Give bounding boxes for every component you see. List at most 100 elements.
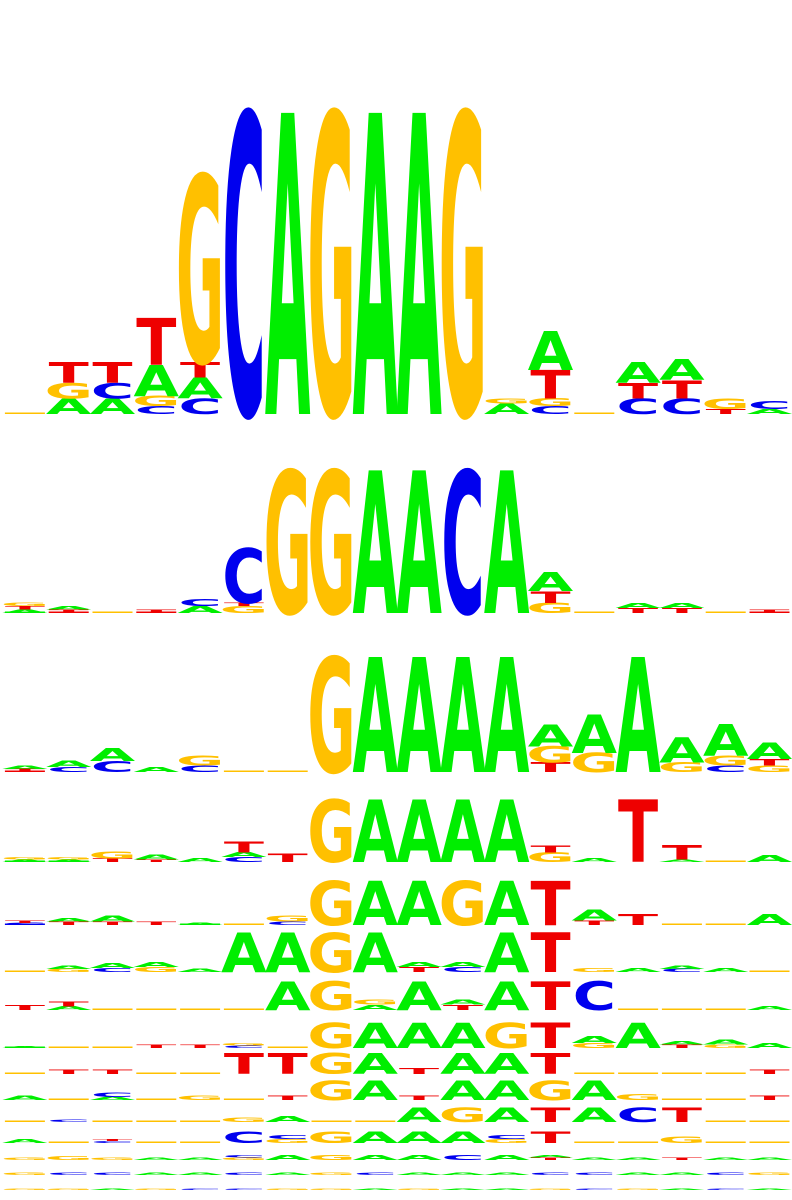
logo-letter-G: G — [1, 1157, 49, 1161]
logo-letter-T: T — [530, 1157, 571, 1161]
column-baseline — [4, 611, 45, 613]
logo-letter-A: A — [265, 974, 311, 1020]
logo-letter-A: A — [572, 907, 619, 925]
column-baseline — [574, 611, 615, 613]
column-baseline — [705, 860, 746, 862]
logo-letter-A: A — [440, 1047, 486, 1081]
column-baseline — [749, 1141, 790, 1143]
column-baseline — [355, 1120, 396, 1122]
logo-letter-C: C — [529, 1172, 572, 1176]
logo-letter-G: G — [45, 379, 93, 404]
logo-letter-A: A — [353, 870, 399, 940]
logo-letter-G: G — [307, 1075, 355, 1106]
logo-letter-C: C — [617, 1104, 660, 1126]
logo-letter-G: G — [658, 1135, 706, 1145]
logo-letter-G: G — [439, 1104, 487, 1126]
logo-letter-A: A — [2, 1046, 48, 1049]
logo-letter-C: C — [485, 1134, 528, 1140]
column-baseline — [136, 1072, 177, 1074]
column-baseline — [180, 1141, 221, 1143]
logo-letter-A: A — [265, 1115, 311, 1124]
logo-letter-T: T — [224, 1047, 265, 1081]
logo-letter-C: C — [573, 1172, 616, 1176]
column-baseline — [749, 970, 790, 972]
logo-letter-G: G — [614, 1092, 662, 1102]
logo-letter-C: C — [748, 399, 791, 411]
column-baseline — [661, 923, 702, 925]
logo-letter-C: C — [704, 1188, 747, 1190]
logo-letter-A: A — [177, 857, 224, 863]
logo-letter-A: A — [440, 1172, 487, 1176]
logo-row-14: GC C AA C AGC AAA C C AA CG — [1, 1172, 792, 1176]
logo-letter-A: A — [440, 1128, 486, 1147]
logo-letter-A: A — [134, 1172, 181, 1176]
logo-letter-T: T — [136, 305, 176, 380]
logo-letter-A: A — [46, 759, 92, 769]
logo-letter-T: T — [92, 1068, 133, 1075]
logo-letter-A: A — [353, 30, 399, 512]
logo-letter-G: G — [745, 764, 792, 774]
column-baseline — [180, 1008, 221, 1010]
column-baseline — [705, 611, 746, 613]
column-baseline — [4, 1120, 45, 1122]
logo-letter-T: T — [92, 1139, 133, 1142]
logo-letter-A: A — [2, 765, 49, 770]
logo-letter-A: A — [177, 968, 224, 973]
logo-letter-G: G — [88, 849, 136, 860]
logo-letter-A: A — [659, 1040, 706, 1045]
column-baseline — [618, 1072, 659, 1074]
logo-letter-T: T — [5, 1003, 46, 1012]
logo-letter-G: G — [483, 1016, 531, 1056]
logo-letter-G: G — [307, 1154, 355, 1162]
logo-letter-A: A — [484, 1188, 530, 1190]
logo-letter-A: A — [46, 1005, 93, 1011]
logo-letter-G: G — [307, 1016, 355, 1056]
column-baseline — [223, 770, 264, 772]
logo-letter-T: T — [92, 857, 133, 863]
logo-letter-C: C — [660, 395, 703, 420]
logo-letter-G: G — [88, 1157, 136, 1161]
logo-letter-G: G — [1, 602, 49, 607]
logo-letter-A: A — [484, 1154, 530, 1162]
logo-letter-G: G — [307, 1188, 355, 1190]
logo-letter-T: T — [662, 606, 703, 614]
column-baseline — [180, 1072, 221, 1074]
logo-letter-T: T — [268, 1094, 309, 1101]
column-baseline — [574, 1072, 615, 1074]
logo-letter-C: C — [222, 30, 265, 512]
logo-letter-G: G — [307, 1172, 355, 1176]
logo-letter-G: G — [395, 1188, 443, 1190]
logo-letter-T: T — [574, 919, 615, 926]
logo-letter-C: C — [266, 921, 309, 926]
logo-letter-T: T — [618, 606, 659, 614]
logo-row-11: C GA AGA T A C T — [4, 1104, 790, 1127]
logo-letter-A: A — [615, 967, 661, 973]
column-baseline — [136, 1120, 177, 1122]
logo-letter-A: A — [396, 784, 442, 883]
logo-letter-A: A — [396, 1104, 442, 1126]
logo-letter-A: A — [484, 870, 530, 940]
column-baseline — [705, 1072, 746, 1074]
logo-letter-A: A — [90, 1096, 137, 1101]
column-baseline — [136, 1098, 177, 1100]
logo-letter-C: C — [222, 534, 265, 621]
logo-letter-A: A — [265, 1154, 311, 1162]
logo-letter-A: A — [747, 1041, 792, 1049]
logo-letter-A: A — [440, 784, 486, 883]
logo-letter-A: A — [2, 1094, 48, 1101]
logo-letter-A: A — [659, 1172, 706, 1176]
column-baseline — [48, 1141, 89, 1143]
logo-letter-A: A — [134, 766, 180, 774]
logo-letter-A: A — [90, 395, 137, 420]
logo-letter-G: G — [45, 1155, 93, 1161]
logo-letter-A: A — [46, 395, 93, 420]
logo-letter-A: A — [353, 1154, 399, 1162]
logo-letter-A: A — [659, 1188, 705, 1190]
logo-letter-A: A — [484, 1047, 530, 1081]
logo-letter-A: A — [615, 356, 661, 389]
column-baseline — [48, 860, 89, 862]
logo-letter-A: A — [265, 922, 311, 986]
logo-letter-A: A — [572, 705, 618, 766]
logo-letter-G: G — [307, 626, 355, 810]
